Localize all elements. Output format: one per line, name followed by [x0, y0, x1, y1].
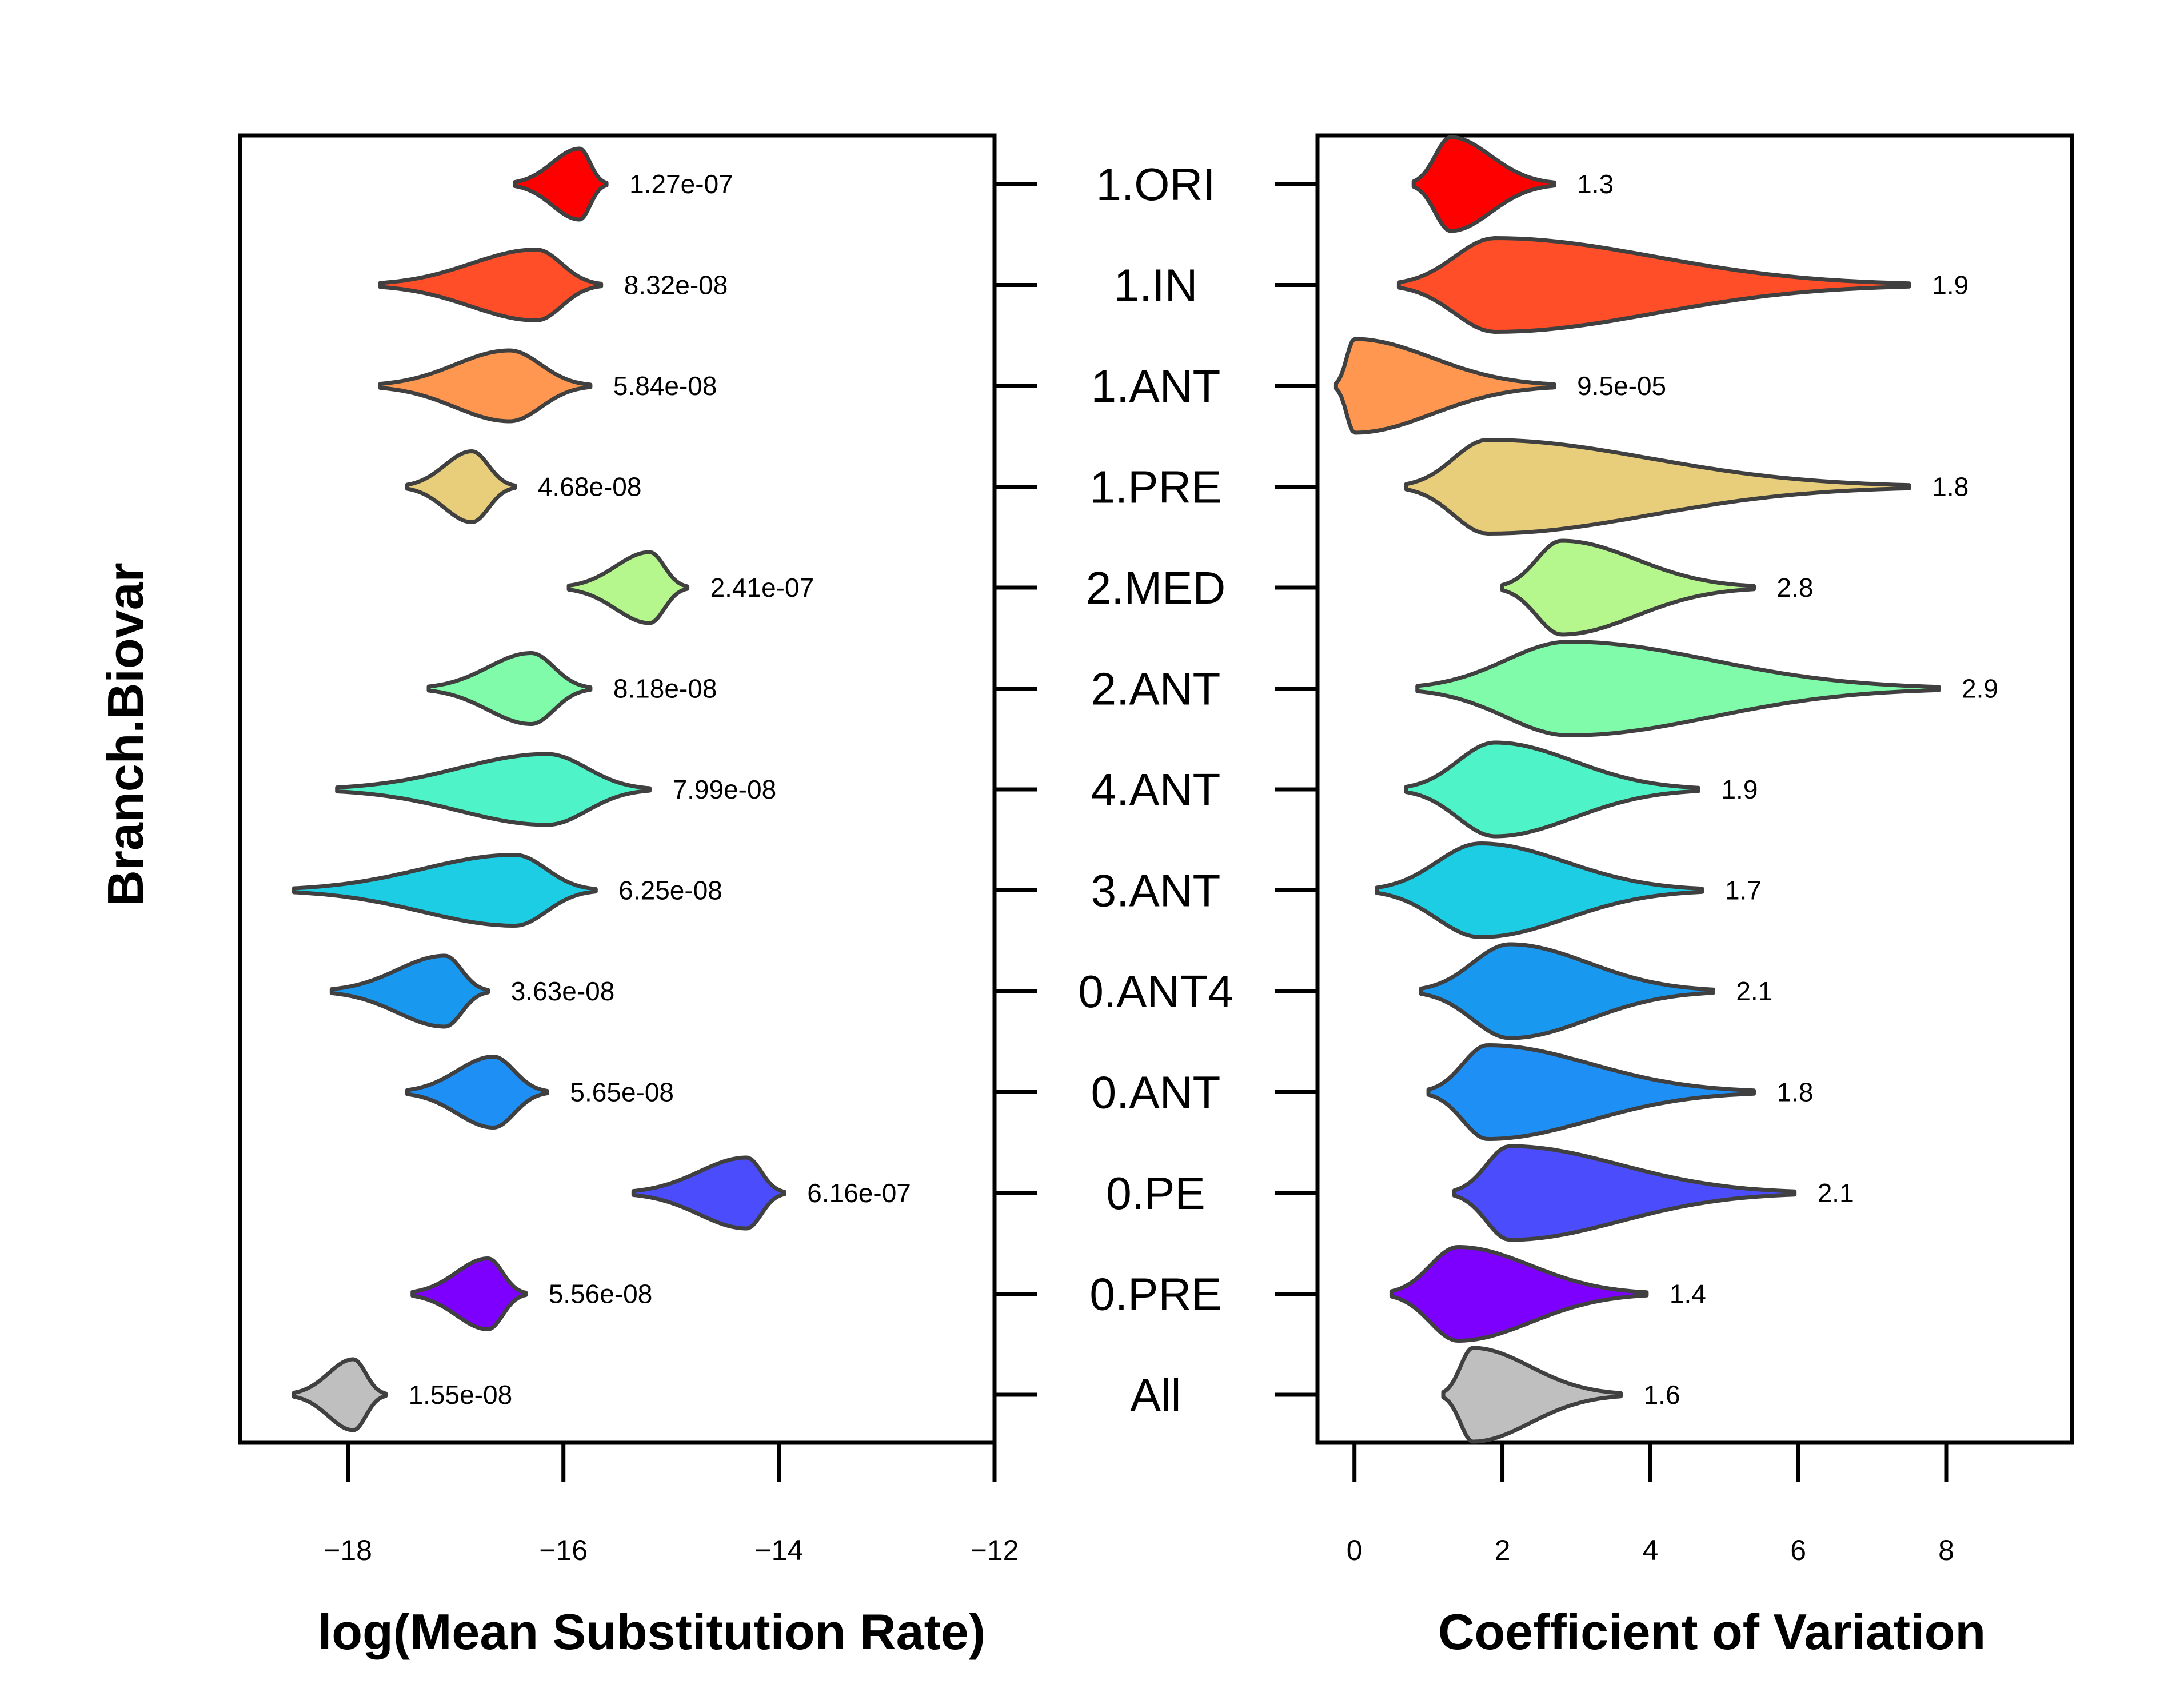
- violin-value-label: 1.6: [1644, 1380, 1680, 1410]
- left-x-axis: −18 −16 −14 −12: [324, 1443, 1019, 1566]
- violin-value-label: 1.9: [1721, 775, 1758, 804]
- violin-value-label: 1.8: [1932, 472, 1969, 502]
- category-label: 4.ANT: [1091, 764, 1221, 815]
- category-label: 1.IN: [1114, 260, 1198, 311]
- violin-1-ant: [1333, 337, 1556, 435]
- category-label: 1.ORI: [1096, 159, 1216, 210]
- violin-3-ant: [1375, 841, 1704, 939]
- violin-value-label: 4.68e-08: [538, 472, 642, 502]
- violin-2-med: [566, 550, 690, 625]
- violin-value-label: 2.8: [1777, 573, 1814, 602]
- violin-0-pe: [631, 1155, 786, 1231]
- x-tick-label: −18: [324, 1534, 372, 1566]
- x-tick-label: 8: [1938, 1534, 1954, 1566]
- category-label: 0.PE: [1106, 1168, 1205, 1219]
- right-x-axis-title: Coefficient of Variation: [1438, 1603, 1986, 1660]
- violin-value-label: 2.1: [1736, 976, 1772, 1006]
- violin-value-label: 6.16e-07: [807, 1178, 911, 1208]
- category-label: 2.ANT: [1091, 664, 1221, 715]
- violin-value-label: 8.18e-08: [613, 674, 717, 704]
- x-tick-label: −12: [971, 1534, 1019, 1566]
- violin-0-pe: [1452, 1144, 1797, 1242]
- x-tick-label: 6: [1790, 1534, 1806, 1566]
- right-violins: 1.3 1.9 9.5e-05 1.8 2.8 2.9 1.9 1.7 2.1 1.8 2.1 1.4…: [1333, 135, 1998, 1444]
- violin-value-label: 3.63e-08: [511, 976, 615, 1006]
- category-label: 0.ANT: [1091, 1067, 1221, 1118]
- category-label: 1.ANT: [1091, 361, 1221, 412]
- violin-value-label: 1.3: [1577, 169, 1614, 199]
- violin-1-in: [378, 248, 604, 322]
- violin-0-ant: [1426, 1043, 1756, 1141]
- violin-value-label: 2.41e-07: [710, 573, 814, 602]
- category-label: 3.ANT: [1091, 865, 1221, 916]
- violin-1-ant: [378, 348, 593, 424]
- category-label: 0.ANT4: [1078, 966, 1233, 1017]
- violin-value-label: 8.32e-08: [624, 270, 728, 300]
- violin-0-ant4: [329, 953, 490, 1029]
- violin-value-label: 5.56e-08: [549, 1279, 653, 1309]
- x-tick-label: 0: [1347, 1534, 1363, 1566]
- violin-1-in: [1396, 236, 1911, 334]
- y-axis-title: Branch.Biovar: [97, 562, 154, 907]
- violin-value-label: 1.8: [1777, 1078, 1814, 1107]
- left-x-axis-title: log(Mean Substitution Rate): [318, 1603, 985, 1660]
- category-label: 1.PRE: [1089, 462, 1221, 513]
- left-violins: 1.27e-07 8.32e-08 5.84e-08 4.68e-08 2.41e-07…: [292, 146, 911, 1432]
- right-x-axis: 0 2 4 6 8: [1347, 1443, 1954, 1566]
- violin-1-pre: [405, 449, 517, 524]
- violin-value-label: 1.9: [1932, 270, 1969, 300]
- violin-1-pre: [1404, 438, 1911, 536]
- violin-value-label: 2.1: [1818, 1178, 1854, 1208]
- category-label: 2.MED: [1086, 562, 1226, 613]
- violin-value-label: 1.27e-07: [629, 169, 733, 199]
- category-label: All: [1131, 1370, 1181, 1420]
- violin-0-pre: [410, 1256, 528, 1331]
- violin-3-ant: [292, 853, 598, 928]
- violin-value-label: 5.84e-08: [613, 371, 717, 401]
- violin-value-label: 1.7: [1725, 876, 1762, 905]
- violin-1-ori: [513, 146, 609, 222]
- violin-0-pre: [1389, 1245, 1649, 1343]
- violin-all: [292, 1357, 388, 1432]
- violin-4-ant: [1404, 740, 1700, 839]
- violin-4-ant: [335, 752, 652, 827]
- violin-0-ant: [405, 1055, 549, 1130]
- violin-2-med: [1500, 538, 1756, 637]
- x-tick-label: 2: [1495, 1534, 1511, 1566]
- x-tick-label: −16: [539, 1534, 588, 1566]
- violin-value-label: 7.99e-08: [673, 775, 777, 804]
- violin-all: [1441, 1346, 1623, 1444]
- x-tick-label: 4: [1642, 1534, 1658, 1566]
- violin-value-label: 6.25e-08: [618, 876, 722, 905]
- violin-value-label: 2.9: [1962, 674, 1998, 704]
- violin-2-ant: [1415, 640, 1941, 737]
- x-tick-label: −14: [754, 1534, 803, 1566]
- violin-1-ori: [1411, 135, 1556, 233]
- violin-value-label: 1.4: [1670, 1279, 1706, 1309]
- violin-value-label: 1.55e-08: [409, 1380, 513, 1410]
- violin-value-label: 5.65e-08: [570, 1078, 674, 1107]
- category-ticks: 1.ORI 1.IN 1.ANT 1.PRE 2.MED 2.ANT 4.ANT 3.ANT 0…: [995, 159, 1317, 1420]
- violin-2-ant: [426, 651, 593, 726]
- category-label: 0.PRE: [1089, 1269, 1221, 1320]
- violin-value-label: 9.5e-05: [1577, 371, 1666, 401]
- violin-0-ant4: [1419, 942, 1715, 1040]
